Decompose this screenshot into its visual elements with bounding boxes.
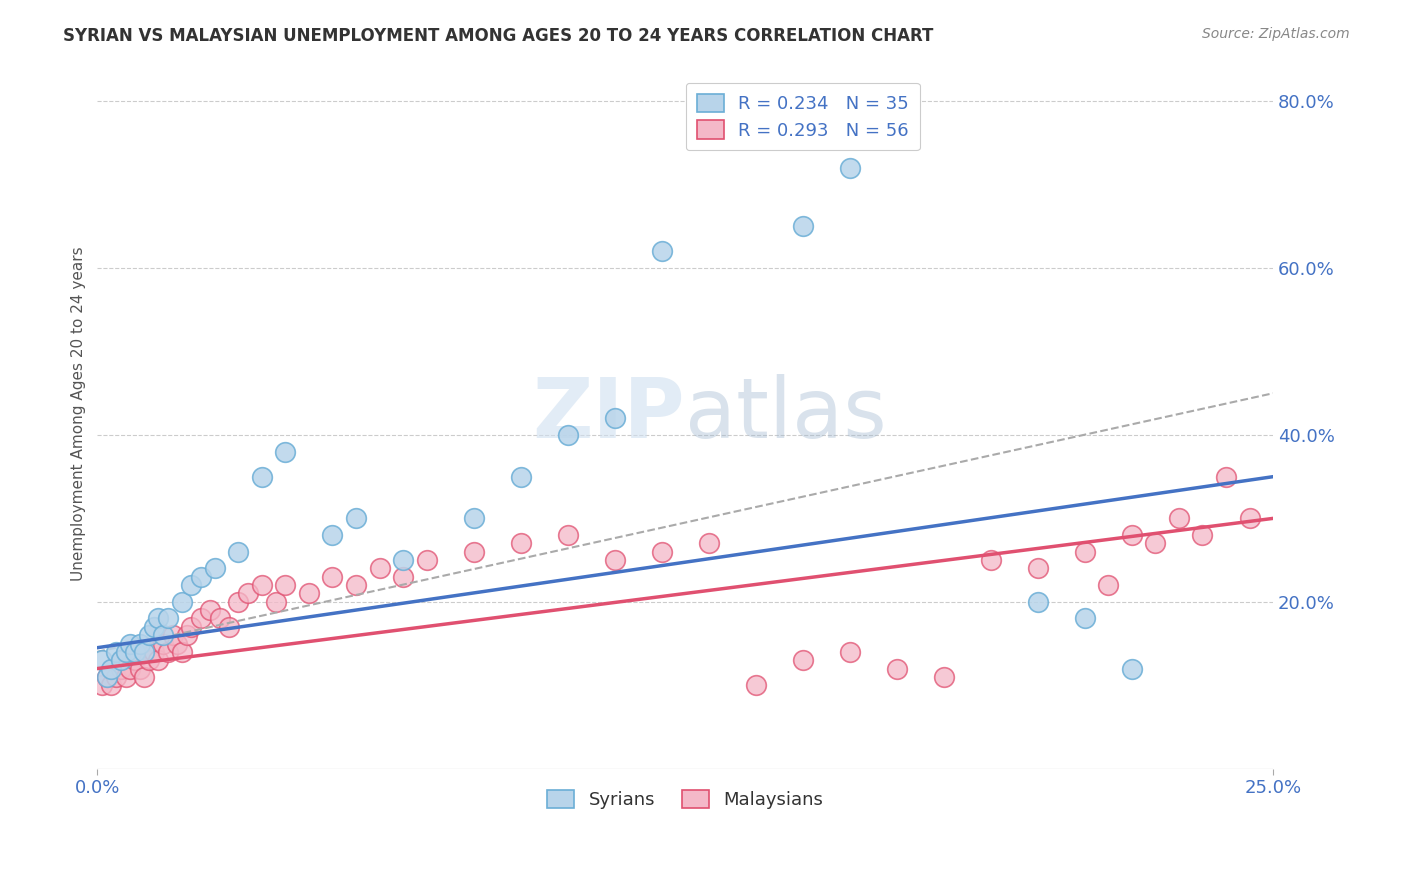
Point <box>91 653 114 667</box>
Point <box>1026 561 1049 575</box>
Point <box>274 578 297 592</box>
Point <box>170 595 193 609</box>
Point <box>96 670 118 684</box>
Point <box>204 561 226 575</box>
Point <box>152 628 174 642</box>
Point <box>228 545 250 559</box>
Point <box>142 620 165 634</box>
Point <box>124 653 146 667</box>
Point <box>980 553 1002 567</box>
Point <box>120 661 142 675</box>
Point <box>344 511 367 525</box>
Point <box>298 586 321 600</box>
Point <box>415 553 437 567</box>
Point <box>91 678 114 692</box>
Point <box>1168 511 1191 525</box>
Point <box>152 636 174 650</box>
Legend: Syrians, Malaysians: Syrians, Malaysians <box>540 782 831 816</box>
Point <box>180 620 202 634</box>
Point <box>128 636 150 650</box>
Point <box>557 428 579 442</box>
Point <box>156 645 179 659</box>
Point <box>208 611 231 625</box>
Point <box>100 661 122 675</box>
Point <box>190 611 212 625</box>
Point <box>128 661 150 675</box>
Point <box>138 628 160 642</box>
Point <box>190 570 212 584</box>
Point <box>105 670 128 684</box>
Point <box>134 670 156 684</box>
Point <box>166 636 188 650</box>
Point <box>105 645 128 659</box>
Point <box>114 645 136 659</box>
Point <box>651 244 673 259</box>
Point <box>110 661 132 675</box>
Point <box>792 219 814 234</box>
Point <box>96 670 118 684</box>
Point <box>1074 545 1097 559</box>
Point <box>392 553 415 567</box>
Point <box>100 678 122 692</box>
Point <box>886 661 908 675</box>
Point <box>138 653 160 667</box>
Point <box>236 586 259 600</box>
Point <box>170 645 193 659</box>
Point <box>148 611 170 625</box>
Point <box>114 670 136 684</box>
Point <box>120 636 142 650</box>
Point <box>200 603 222 617</box>
Point <box>745 678 768 692</box>
Point <box>180 578 202 592</box>
Point <box>1097 578 1119 592</box>
Point <box>148 653 170 667</box>
Point <box>1191 528 1213 542</box>
Point <box>218 620 240 634</box>
Point <box>162 628 184 642</box>
Point <box>156 611 179 625</box>
Text: SYRIAN VS MALAYSIAN UNEMPLOYMENT AMONG AGES 20 TO 24 YEARS CORRELATION CHART: SYRIAN VS MALAYSIAN UNEMPLOYMENT AMONG A… <box>63 27 934 45</box>
Point <box>344 578 367 592</box>
Point <box>1144 536 1167 550</box>
Point <box>1121 528 1143 542</box>
Text: Source: ZipAtlas.com: Source: ZipAtlas.com <box>1202 27 1350 41</box>
Point <box>1121 661 1143 675</box>
Point <box>228 595 250 609</box>
Point <box>250 469 273 483</box>
Point <box>110 653 132 667</box>
Point <box>463 511 485 525</box>
Point <box>697 536 720 550</box>
Point <box>1074 611 1097 625</box>
Point <box>176 628 198 642</box>
Point <box>1239 511 1261 525</box>
Point <box>321 570 343 584</box>
Point <box>1026 595 1049 609</box>
Point <box>134 645 156 659</box>
Point <box>509 469 531 483</box>
Point <box>509 536 531 550</box>
Point <box>603 553 626 567</box>
Point <box>274 444 297 458</box>
Point <box>142 645 165 659</box>
Point <box>1215 469 1237 483</box>
Point <box>557 528 579 542</box>
Y-axis label: Unemployment Among Ages 20 to 24 years: Unemployment Among Ages 20 to 24 years <box>72 247 86 582</box>
Point <box>792 653 814 667</box>
Point <box>932 670 955 684</box>
Point <box>838 161 860 175</box>
Point <box>250 578 273 592</box>
Point <box>368 561 391 575</box>
Point <box>264 595 287 609</box>
Point <box>463 545 485 559</box>
Text: ZIP: ZIP <box>533 374 685 455</box>
Point <box>603 411 626 425</box>
Point <box>651 545 673 559</box>
Point <box>124 645 146 659</box>
Point <box>838 645 860 659</box>
Text: atlas: atlas <box>685 374 887 455</box>
Point <box>321 528 343 542</box>
Point <box>392 570 415 584</box>
